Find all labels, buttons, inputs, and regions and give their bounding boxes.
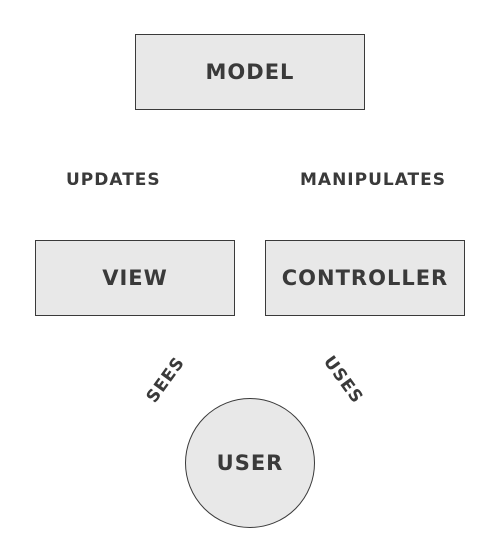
edge-uses: USES <box>319 352 367 407</box>
mvc-diagram: MODEL VIEW CONTROLLER USER UPDATES MANIP… <box>0 0 500 550</box>
node-view: VIEW <box>35 240 235 316</box>
node-model: MODEL <box>135 34 365 110</box>
node-controller-label: CONTROLLER <box>282 266 448 290</box>
edge-updates: UPDATES <box>66 170 161 190</box>
node-controller: CONTROLLER <box>265 240 465 316</box>
node-model-label: MODEL <box>206 60 295 84</box>
node-user: USER <box>185 398 315 528</box>
edge-manipulates: MANIPULATES <box>300 170 446 190</box>
node-view-label: VIEW <box>102 266 168 290</box>
edge-sees: SEES <box>143 353 190 407</box>
node-user-label: USER <box>217 451 284 475</box>
